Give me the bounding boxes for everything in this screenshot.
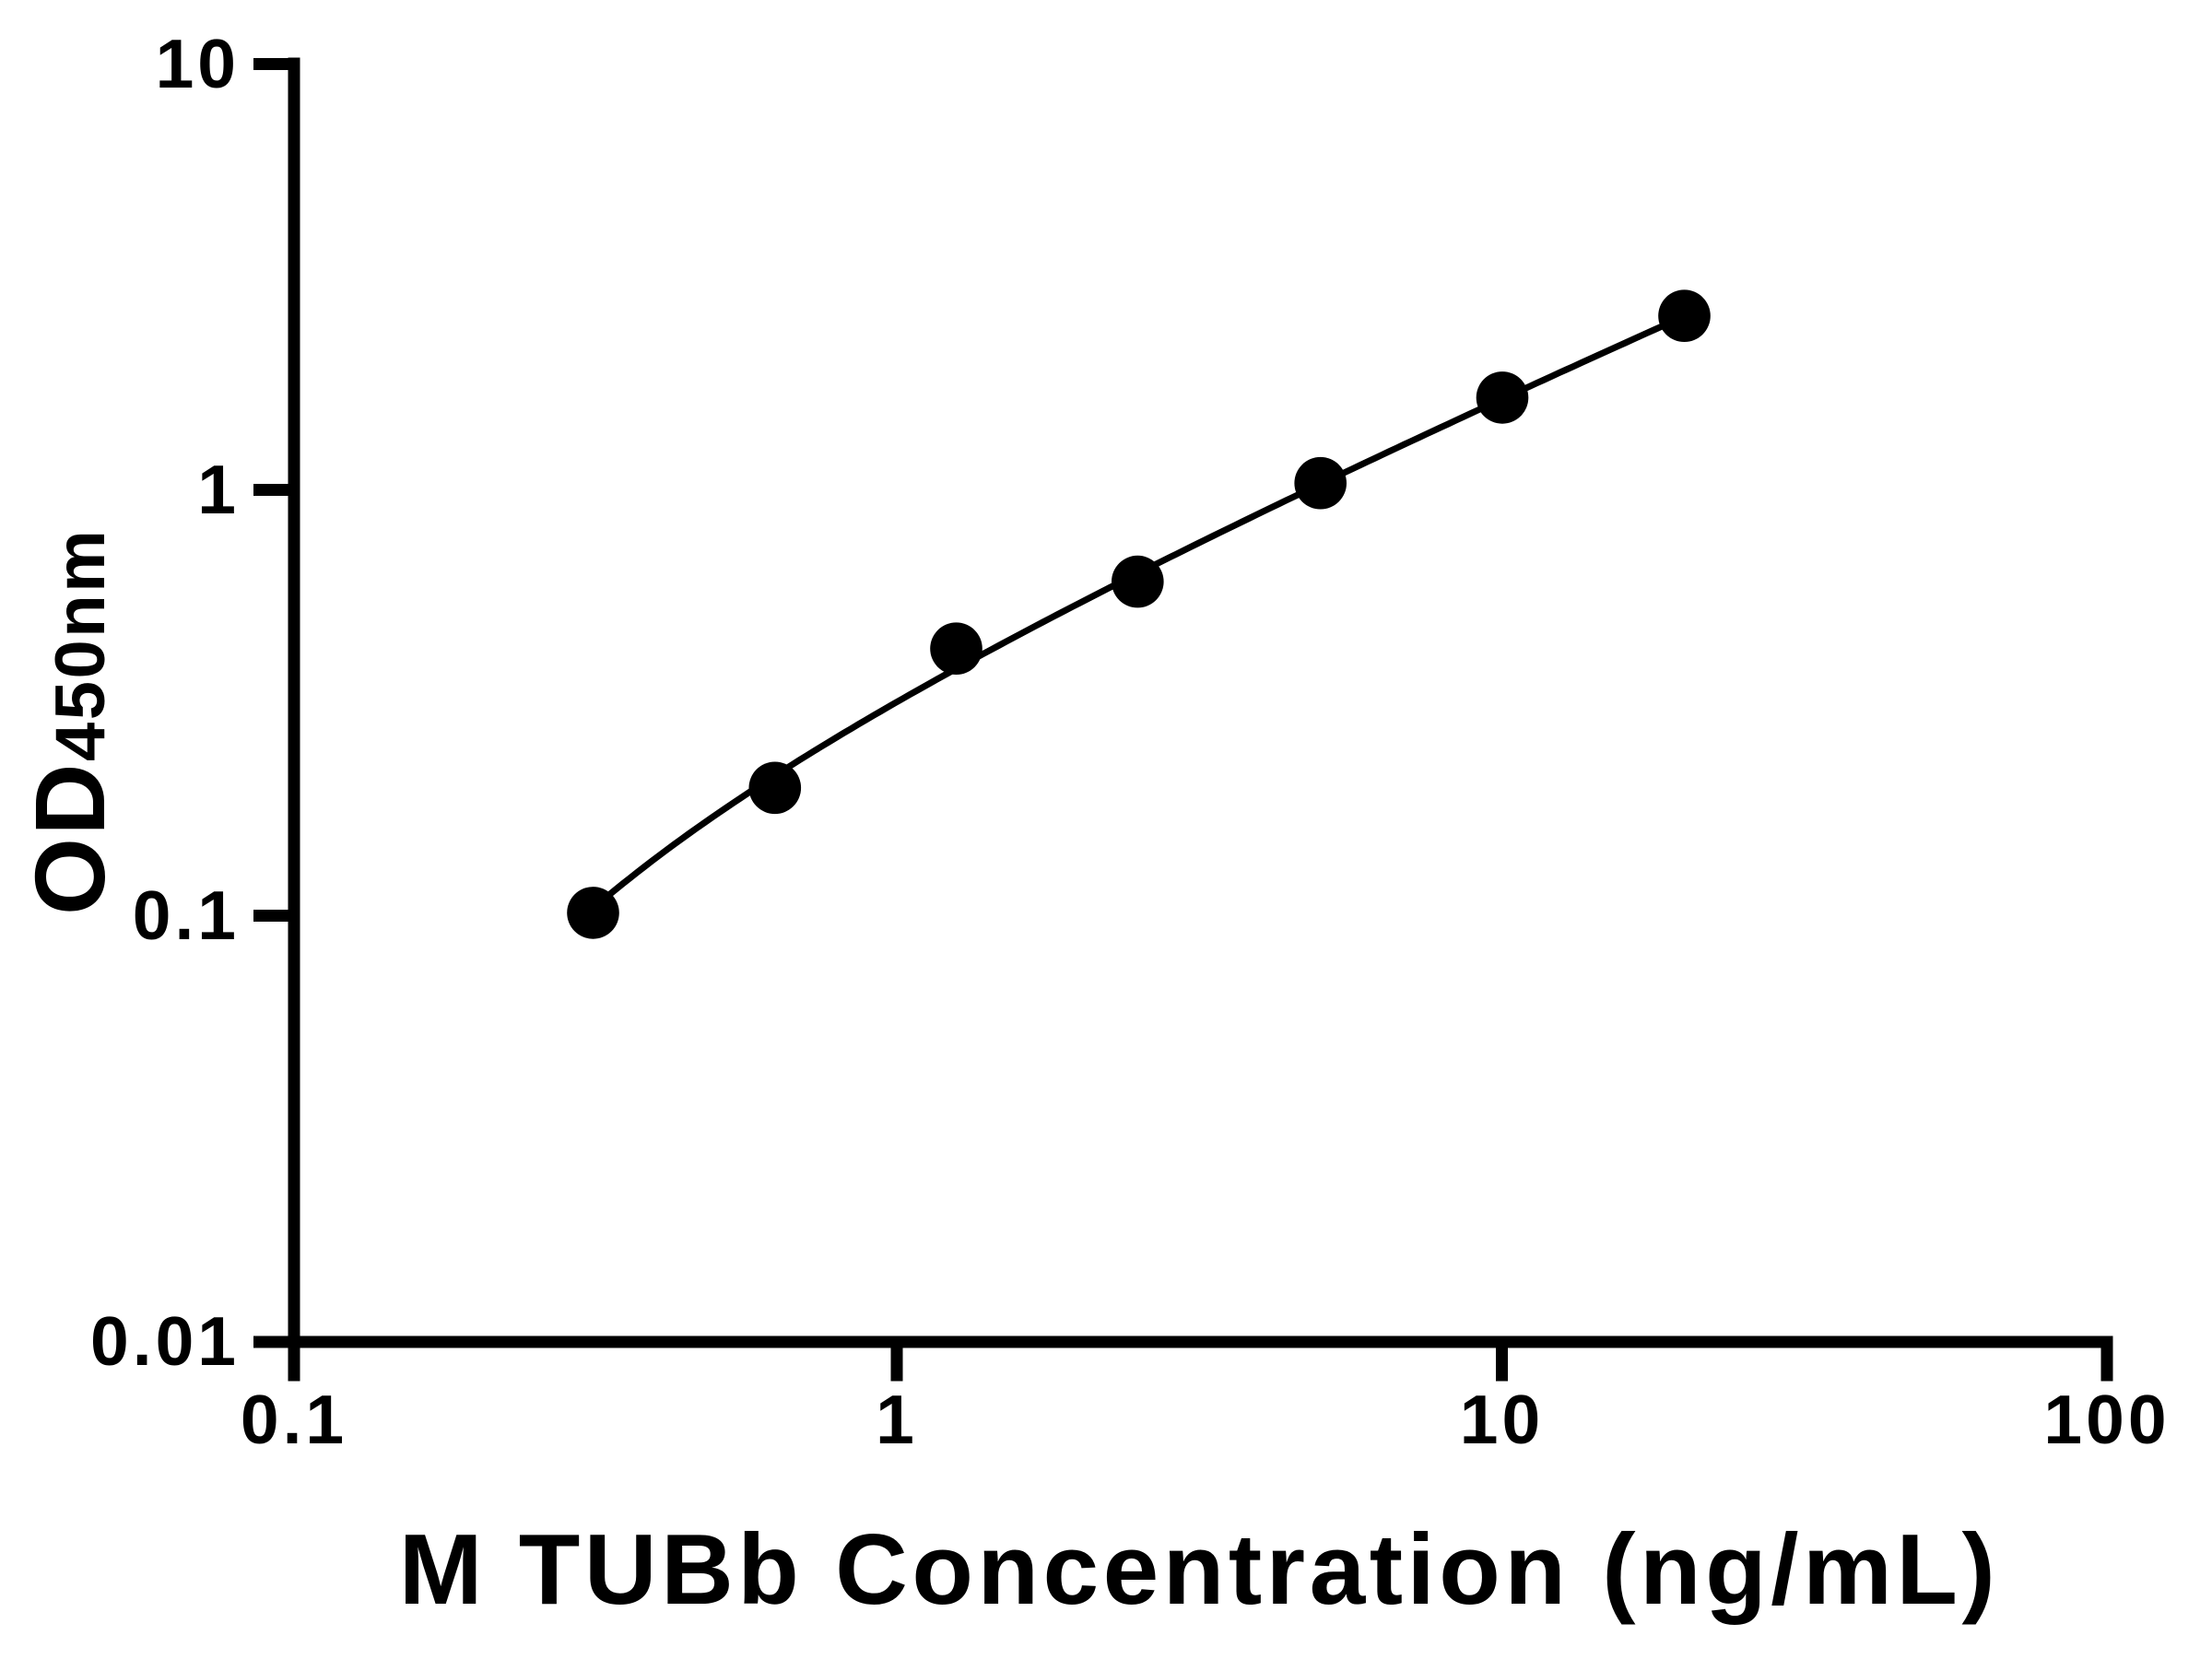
svg-text:1: 1 bbox=[876, 1381, 918, 1458]
svg-text:10: 10 bbox=[1460, 1381, 1544, 1458]
svg-text:10: 10 bbox=[156, 25, 240, 102]
svg-text:0.1: 0.1 bbox=[241, 1381, 347, 1458]
svg-text:1: 1 bbox=[197, 451, 240, 528]
svg-text:M TUBb Concentration (ng/mL): M TUBb Concentration (ng/mL) bbox=[399, 1513, 2000, 1626]
svg-text:0.1: 0.1 bbox=[133, 877, 240, 954]
svg-text:100: 100 bbox=[2043, 1381, 2170, 1458]
svg-text:0.01: 0.01 bbox=[90, 1302, 240, 1380]
